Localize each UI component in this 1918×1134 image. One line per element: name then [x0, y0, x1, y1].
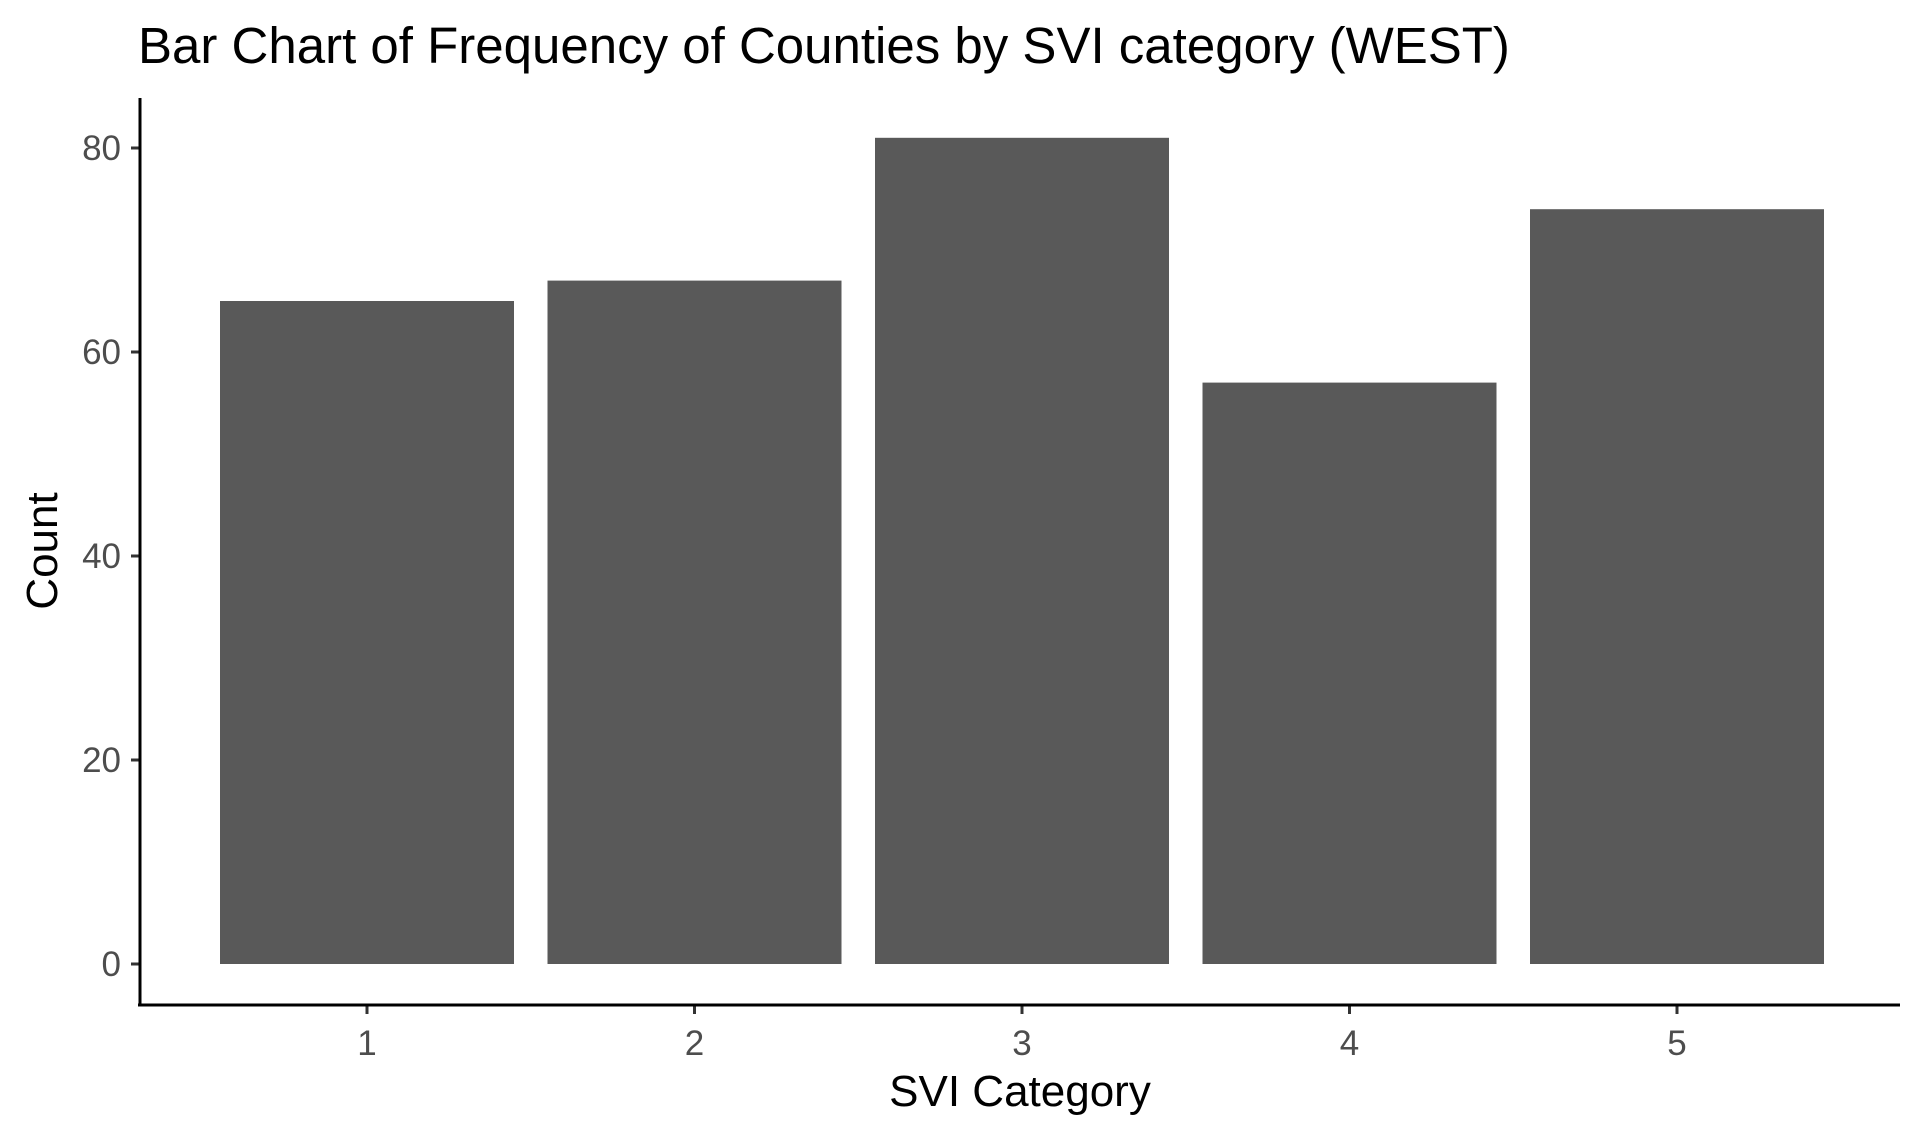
y-tick-label: 40 [82, 537, 121, 576]
bar-3 [875, 137, 1169, 965]
y-tick-label: 60 [82, 333, 121, 372]
x-tick-label: 3 [1012, 1024, 1031, 1063]
bar-1 [220, 301, 514, 964]
y-tick-label: 20 [82, 741, 121, 780]
y-tick-label: 80 [82, 129, 121, 168]
x-tick-label: 1 [357, 1024, 376, 1063]
plot-area: 0 20 40 60 80 1 2 3 4 5 [82, 98, 1900, 1063]
chart-title: Bar Chart of Frequency of Counties by SV… [138, 17, 1510, 74]
x-tick-label: 5 [1667, 1024, 1686, 1063]
x-tick-label: 2 [685, 1024, 704, 1063]
y-tick-label: 0 [102, 945, 121, 984]
x-tick-label: 4 [1340, 1024, 1359, 1063]
y-axis-ticks: 0 20 40 60 80 [82, 129, 140, 984]
x-axis-title: SVI Category [889, 1067, 1151, 1116]
bar-4 [1202, 382, 1497, 965]
bar-2 [547, 280, 842, 965]
bar-5 [1530, 209, 1824, 964]
y-axis-title: Count [18, 492, 67, 609]
x-axis-ticks: 1 2 3 4 5 [357, 1005, 1687, 1063]
bars-group [220, 137, 1824, 965]
